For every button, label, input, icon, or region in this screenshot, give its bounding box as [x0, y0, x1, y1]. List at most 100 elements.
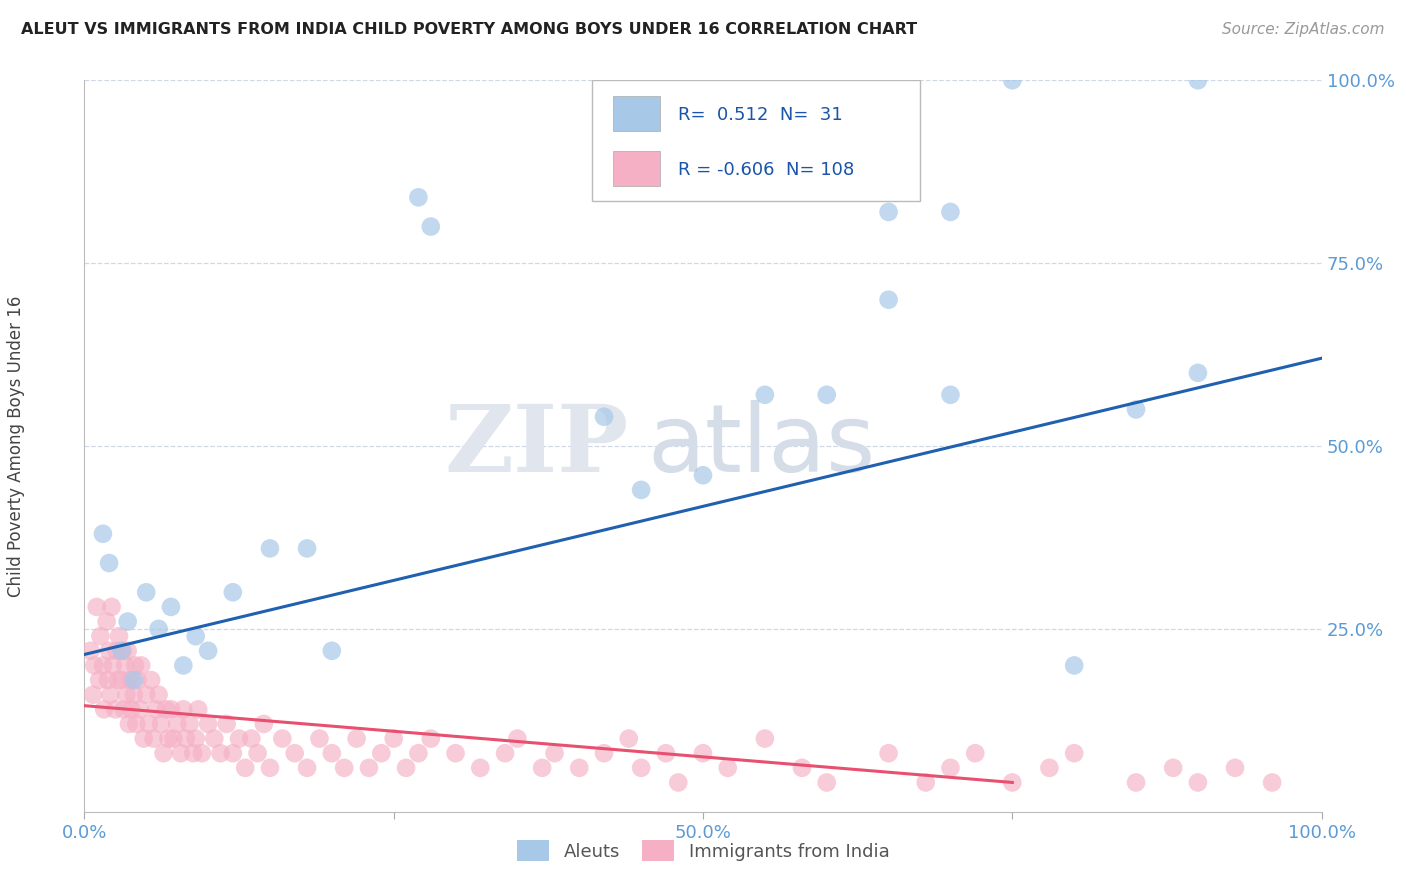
Point [240, 731, 263, 746]
Point [138, 717, 160, 731]
Point [166, 717, 188, 731]
Point [1187, 73, 1209, 87]
Point [93, 702, 115, 716]
Point [152, 746, 174, 760]
Legend: Aleuts, Immigrants from India: Aleuts, Immigrants from India [509, 833, 897, 869]
Point [91, 526, 114, 541]
Point [129, 658, 152, 673]
Point [754, 731, 776, 746]
Point [162, 731, 184, 746]
Point [100, 599, 122, 614]
Point [122, 673, 145, 687]
Point [174, 731, 197, 746]
Point [321, 746, 343, 760]
Point [246, 746, 269, 760]
Point [692, 468, 714, 483]
Point [382, 731, 405, 746]
Point [141, 673, 163, 687]
Point [112, 702, 135, 716]
Point [1038, 761, 1060, 775]
Point [222, 585, 245, 599]
Point [346, 731, 368, 746]
Point [105, 644, 128, 658]
Text: ZIP: ZIP [444, 401, 628, 491]
Point [129, 702, 152, 716]
Point [184, 629, 207, 643]
Point [187, 702, 209, 716]
Text: R = -0.606  N= 108: R = -0.606 N= 108 [678, 161, 855, 178]
Point [145, 702, 167, 716]
Point [470, 761, 492, 775]
Point [790, 761, 813, 775]
FancyBboxPatch shape [592, 80, 920, 201]
Point [419, 731, 441, 746]
Point [155, 702, 177, 716]
Point [222, 746, 245, 760]
Point [939, 761, 962, 775]
Point [259, 541, 281, 556]
Text: Source: ZipAtlas.com: Source: ZipAtlas.com [1222, 22, 1385, 37]
Point [1187, 775, 1209, 789]
Point [419, 219, 441, 234]
Point [370, 746, 392, 760]
Point [122, 688, 145, 702]
Point [357, 761, 380, 775]
Point [408, 190, 430, 204]
Point [717, 761, 740, 775]
Point [98, 688, 121, 702]
Point [125, 717, 148, 731]
Point [160, 702, 183, 716]
Point [172, 702, 194, 716]
Point [295, 761, 318, 775]
Point [877, 746, 900, 760]
Point [494, 746, 516, 760]
Point [259, 761, 281, 775]
Point [965, 746, 987, 760]
Point [197, 717, 219, 731]
Point [877, 205, 900, 219]
Point [215, 717, 238, 731]
Point [91, 658, 114, 673]
Point [395, 761, 418, 775]
Point [108, 629, 131, 643]
Point [271, 731, 294, 746]
Point [666, 775, 689, 789]
Point [655, 746, 678, 760]
Point [110, 644, 132, 658]
Point [150, 717, 173, 731]
FancyBboxPatch shape [613, 96, 659, 131]
Point [692, 746, 714, 760]
Point [98, 644, 121, 658]
Point [110, 673, 132, 687]
Point [97, 673, 120, 687]
Point [284, 746, 307, 760]
Point [233, 761, 256, 775]
Point [1223, 761, 1246, 775]
Point [939, 205, 962, 219]
Point [1063, 658, 1085, 673]
Point [124, 658, 146, 673]
Point [148, 622, 170, 636]
Point [593, 746, 616, 760]
Point [197, 644, 219, 658]
Point [83, 658, 105, 673]
Point [1261, 775, 1284, 789]
Point [617, 731, 640, 746]
Point [181, 746, 204, 760]
Point [1001, 73, 1024, 87]
Text: atlas: atlas [647, 400, 876, 492]
Point [506, 731, 529, 746]
Point [82, 688, 104, 702]
Point [89, 673, 111, 687]
Text: Child Poverty Among Boys Under 16: Child Poverty Among Boys Under 16 [7, 295, 25, 597]
Point [179, 717, 201, 731]
Point [98, 556, 121, 570]
Point [132, 731, 155, 746]
Text: R=  0.512  N=  31: R= 0.512 N= 31 [678, 105, 844, 124]
Point [408, 746, 430, 760]
Point [333, 761, 356, 775]
Point [531, 761, 554, 775]
Point [253, 717, 276, 731]
Point [120, 702, 142, 716]
Point [444, 746, 467, 760]
